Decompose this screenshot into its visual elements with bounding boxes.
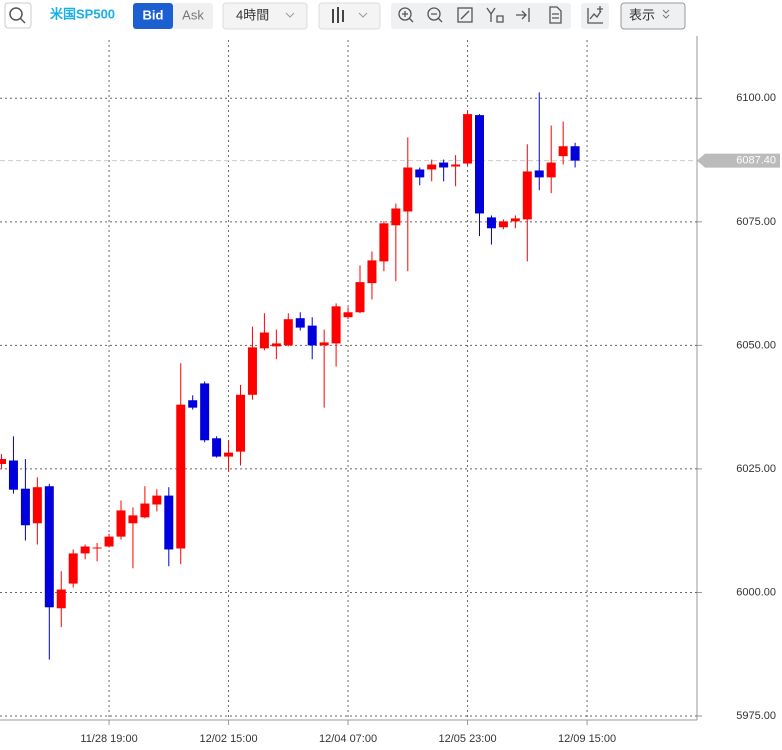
candle-body xyxy=(498,221,508,228)
x-tick-label: 11/28 19:00 xyxy=(80,733,137,745)
candle-body xyxy=(427,164,437,170)
candle-body xyxy=(164,495,174,550)
candle-body xyxy=(247,347,257,395)
search-icon xyxy=(19,17,26,24)
candle-body xyxy=(259,332,269,349)
candle-body xyxy=(212,438,222,457)
display-button[interactable] xyxy=(620,2,686,30)
candle-body xyxy=(0,459,6,464)
chevron xyxy=(358,12,368,18)
x-tick-label: 12/09 15:00 xyxy=(558,733,616,745)
bid-label: Bid xyxy=(143,7,164,22)
candle-body xyxy=(331,306,341,344)
indicator-button[interactable] xyxy=(581,3,609,29)
candle-body xyxy=(510,218,520,222)
candle-body xyxy=(391,208,401,226)
candle-body xyxy=(128,515,138,524)
candle-body xyxy=(20,488,30,526)
candle-body xyxy=(271,343,281,347)
x-tick-label: 12/05 23:00 xyxy=(438,733,496,745)
candle-body xyxy=(415,169,425,178)
candle-body xyxy=(56,589,66,609)
candle-body xyxy=(451,164,461,167)
last-price-label: 6087.40 xyxy=(736,154,776,166)
symbol[interactable]: 米国SP500 xyxy=(50,6,115,21)
interval-dropdown[interactable] xyxy=(222,2,308,30)
candle-body xyxy=(558,146,568,157)
bid-button[interactable] xyxy=(133,3,173,29)
last-price-tag xyxy=(697,153,780,168)
search-icon xyxy=(9,7,23,21)
candle-body xyxy=(546,162,556,178)
candle-body xyxy=(32,487,42,524)
x-tick-label: 12/02 15:00 xyxy=(199,733,257,745)
candle-body xyxy=(140,503,150,518)
candle-body xyxy=(236,394,245,452)
search-button[interactable] xyxy=(4,2,32,29)
candle-body xyxy=(379,223,389,262)
y-tick-label: 6075.00 xyxy=(736,216,776,228)
candle-body xyxy=(116,510,126,537)
candle-body xyxy=(463,114,473,164)
chevron xyxy=(662,9,670,19)
candle-body xyxy=(295,318,305,328)
candle-body xyxy=(224,452,234,457)
candle-body xyxy=(44,486,54,608)
y-tick-label: 6100.00 xyxy=(736,92,776,104)
candle-body xyxy=(176,404,186,549)
display-label: 表示 xyxy=(629,7,655,22)
candle-body xyxy=(188,400,198,408)
candle-body xyxy=(200,383,210,441)
y-tick-label: 6000.00 xyxy=(736,586,776,598)
candle-body xyxy=(367,260,377,284)
candle-body xyxy=(570,146,580,161)
tool-icons[interactable] xyxy=(398,6,562,24)
toolbar: 米国SP500 Bid Ask 4時間 表示 xyxy=(4,2,686,30)
indicator-icon xyxy=(587,6,603,24)
candle-body xyxy=(104,536,114,547)
ask-button[interactable] xyxy=(173,3,213,29)
y-tick-label: 5975.00 xyxy=(736,710,776,722)
chart-type-dropdown[interactable] xyxy=(318,2,381,30)
candle-body xyxy=(92,547,102,549)
candle-body xyxy=(343,312,353,318)
chevron xyxy=(285,12,295,18)
candle-body xyxy=(403,167,413,212)
candle-body xyxy=(152,495,162,505)
candle-body xyxy=(486,217,496,229)
candle-body xyxy=(534,170,544,178)
candle-body xyxy=(68,553,78,584)
interval-label: 4時間 xyxy=(236,7,269,22)
candle-body xyxy=(307,325,317,346)
candle-body xyxy=(8,460,18,490)
y-tick-label: 6025.00 xyxy=(736,463,776,475)
candle-body xyxy=(283,319,293,346)
candle-body xyxy=(522,171,532,220)
tool-group xyxy=(391,3,571,29)
ask-label: Ask xyxy=(182,7,204,22)
candle-icon xyxy=(332,7,344,23)
candle-body xyxy=(80,546,90,554)
candle-body xyxy=(319,342,329,346)
candle-body xyxy=(355,282,365,313)
candle-body xyxy=(475,115,484,214)
x-tick-label: 12/04 07:00 xyxy=(319,733,377,745)
y-tick-label: 6050.00 xyxy=(736,339,776,351)
candle-body xyxy=(439,162,449,168)
